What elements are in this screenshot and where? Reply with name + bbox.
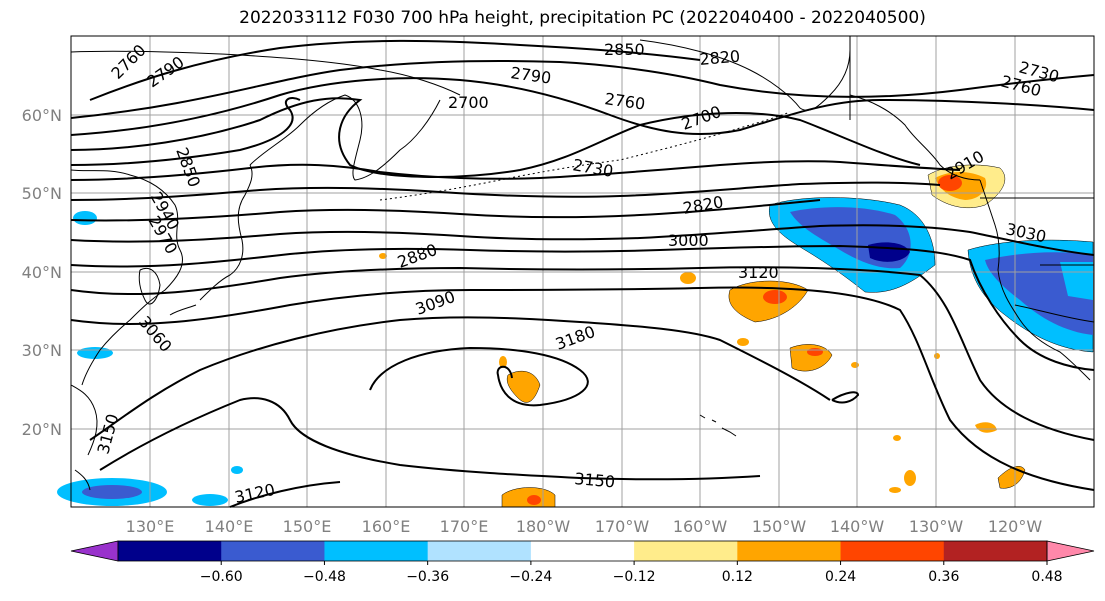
lon-tick-label: 150°W bbox=[752, 517, 807, 536]
lon-tick-label: 140°E bbox=[205, 517, 254, 536]
colorbar-tick-label: 0.36 bbox=[928, 569, 959, 585]
colorbar-tick-label: −0.24 bbox=[509, 569, 552, 585]
colorbar-tick-label: 0.12 bbox=[722, 569, 753, 585]
contour-label: 2850 bbox=[604, 40, 645, 59]
colorbar-outline bbox=[117, 540, 1048, 562]
contour-label: 2700 bbox=[448, 93, 489, 112]
colorbar-tick-label: −0.48 bbox=[303, 569, 346, 585]
lat-tick-label: 50°N bbox=[22, 184, 62, 203]
lon-tick-label: 170°W bbox=[595, 517, 650, 536]
lat-tick-labels: 60°N 50°N 40°N 30°N 20°N bbox=[22, 106, 62, 439]
colorbar-segment bbox=[530, 541, 635, 561]
lat-tick-label: 40°N bbox=[22, 263, 62, 282]
contour-label: 3000 bbox=[668, 231, 709, 250]
plot-frame bbox=[70, 35, 1095, 508]
colorbar-tick-label: 0.24 bbox=[825, 569, 856, 585]
colorbar-segment bbox=[221, 541, 325, 561]
lon-tick-label: 170°E bbox=[440, 517, 489, 536]
colorbar-tick-label: −0.12 bbox=[613, 569, 656, 585]
lon-tick-label: 180°W bbox=[516, 517, 571, 536]
lon-tick-label: 140°W bbox=[830, 517, 885, 536]
contour-label: 3120 bbox=[738, 263, 779, 282]
map-title: 2022033112 F030 700 hPa height, precipit… bbox=[239, 8, 926, 28]
colorbar-segment bbox=[324, 541, 429, 561]
colorbar: −0.60 −0.48 −0.36 −0.24 −0.12 0.12 0.24 0.36 0.4… bbox=[70, 540, 1095, 585]
lon-tick-label: 160°W bbox=[673, 517, 728, 536]
lat-tick-label: 30°N bbox=[22, 341, 62, 360]
colorbar-segment bbox=[427, 541, 532, 561]
lon-tick-label: 150°E bbox=[283, 517, 332, 536]
contour-label: 2820 bbox=[699, 47, 741, 69]
colorbar-segment bbox=[737, 541, 842, 561]
height-contours bbox=[70, 39, 1095, 508]
colorbar-segment bbox=[634, 541, 738, 561]
colorbar-segment bbox=[943, 541, 1048, 561]
lat-tick-label: 20°N bbox=[22, 420, 62, 439]
colorbar-tick-label: −0.60 bbox=[200, 569, 243, 585]
lon-tick-label: 130°E bbox=[126, 517, 175, 536]
colorbar-tick-label: 0.48 bbox=[1031, 569, 1062, 585]
lon-tick-label: 160°E bbox=[362, 517, 411, 536]
lon-tick-labels: 130°E 140°E 150°E 160°E 170°E 180°W 170°… bbox=[126, 517, 1043, 536]
precip-shading bbox=[57, 164, 1094, 508]
lat-tick-label: 60°N bbox=[22, 106, 62, 125]
lon-tick-label: 120°W bbox=[988, 517, 1043, 536]
colorbar-segment bbox=[840, 541, 945, 561]
colorbar-extend-high bbox=[1046, 540, 1095, 562]
contour-label: 3150 bbox=[574, 469, 616, 491]
gridlines bbox=[71, 36, 1094, 507]
colorbar-segment bbox=[118, 541, 222, 561]
lon-tick-label: 130°W bbox=[909, 517, 964, 536]
colorbar-extend-low bbox=[70, 540, 119, 562]
colorbar-tick-label: −0.36 bbox=[406, 569, 449, 585]
